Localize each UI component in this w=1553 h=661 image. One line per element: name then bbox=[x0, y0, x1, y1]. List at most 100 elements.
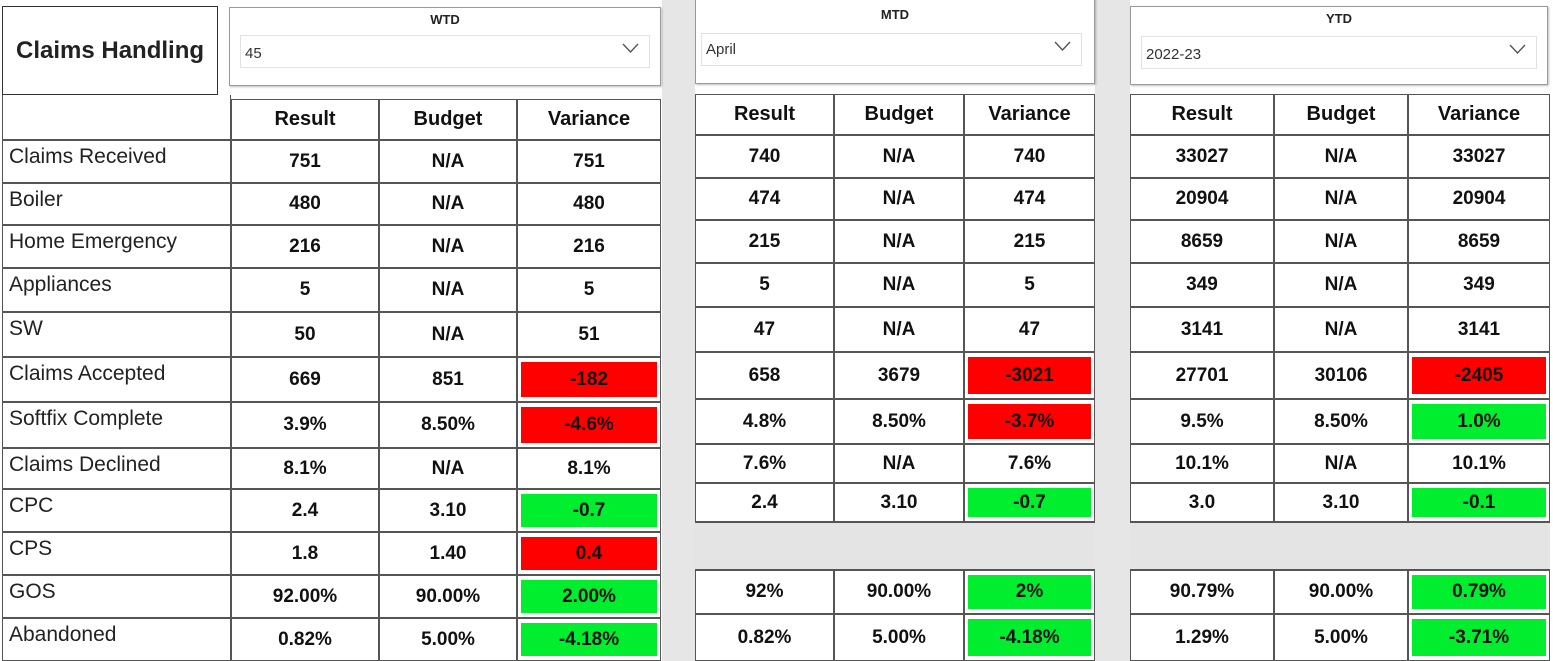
mtd-budget-cell: N/A bbox=[834, 178, 964, 220]
wtd-result-cell: 92.00% bbox=[231, 575, 379, 618]
page-title: Claims Handling bbox=[2, 6, 218, 95]
mtd-variance-cell: 2% bbox=[964, 570, 1095, 614]
ytd-budget-cell: N/A bbox=[1274, 220, 1408, 263]
variance-status-fill: 2% bbox=[968, 575, 1091, 609]
mtd-variance-cell: -0.7 bbox=[964, 483, 1095, 522]
row-label: Appliances bbox=[2, 268, 231, 312]
row-label: Claims Accepted bbox=[2, 357, 231, 402]
variance-status-fill: 2.00% bbox=[521, 580, 657, 613]
wtd-result-cell: 2.4 bbox=[231, 489, 379, 532]
ytd-budget-cell: 8.50% bbox=[1274, 399, 1408, 444]
ytd-budget-cell: N/A bbox=[1274, 178, 1408, 220]
ytd-slicer: YTD 2022-23 bbox=[1130, 6, 1548, 85]
wtd-variance-cell: -4.18% bbox=[517, 618, 661, 661]
wtd-budget-cell: 90.00% bbox=[379, 575, 517, 618]
ytd-result-cell: 9.5% bbox=[1130, 399, 1274, 444]
mtd-variance-cell: -3021 bbox=[964, 352, 1095, 399]
ytd-slicer-label: YTD bbox=[1326, 11, 1352, 26]
variance-status-fill: -4.18% bbox=[968, 619, 1091, 656]
wtd-header-result: Result bbox=[231, 99, 379, 140]
mtd-slicer-label: MTD bbox=[880, 7, 910, 22]
ytd-variance-cell: -3.71% bbox=[1408, 614, 1550, 661]
ytd-budget-cell: N/A bbox=[1274, 444, 1408, 483]
ytd-result-cell: 3141 bbox=[1130, 307, 1274, 352]
wtd-result-cell: 3.9% bbox=[231, 402, 379, 448]
wtd-budget-cell: N/A bbox=[379, 448, 517, 489]
ytd-budget-cell: N/A bbox=[1274, 263, 1408, 307]
mtd-month-dropdown[interactable]: April bbox=[701, 33, 1082, 66]
ytd-variance-cell: 1.0% bbox=[1408, 399, 1550, 444]
wtd-header-variance: Variance bbox=[517, 99, 661, 140]
mtd-blank-row bbox=[695, 522, 1095, 570]
ytd-budget-cell: N/A bbox=[1274, 307, 1408, 352]
mtd-result-cell: 740 bbox=[695, 135, 834, 178]
ytd-year-dropdown[interactable]: 2022-23 bbox=[1141, 36, 1537, 69]
ytd-variance-cell: 20904 bbox=[1408, 178, 1550, 220]
row-label: GOS bbox=[2, 575, 231, 618]
mtd-variance-cell: 215 bbox=[964, 220, 1095, 263]
variance-status-fill: -0.7 bbox=[521, 494, 657, 527]
mtd-selected-value: April bbox=[706, 41, 737, 58]
mtd-variance-cell: 740 bbox=[964, 135, 1095, 178]
wtd-variance-cell: 51 bbox=[517, 312, 661, 357]
variance-status-fill: -4.18% bbox=[521, 623, 657, 656]
wtd-variance-cell: 751 bbox=[517, 140, 661, 183]
row-label: Claims Declined bbox=[2, 448, 231, 489]
mtd-slicer: MTD April bbox=[695, 0, 1095, 84]
variance-status-fill: -2405 bbox=[1412, 357, 1546, 394]
wtd-result-cell: 480 bbox=[231, 183, 379, 225]
mtd-variance-cell: -3.7% bbox=[964, 399, 1095, 444]
wtd-selected-value: 45 bbox=[245, 45, 262, 62]
wtd-variance-cell: 480 bbox=[517, 183, 661, 225]
mtd-result-cell: 474 bbox=[695, 178, 834, 220]
variance-status-fill: -0.7 bbox=[968, 488, 1091, 517]
wtd-result-cell: 8.1% bbox=[231, 448, 379, 489]
wtd-variance-cell: 2.00% bbox=[517, 575, 661, 618]
wtd-variance-cell: -4.6% bbox=[517, 402, 661, 448]
mtd-header-variance: Variance bbox=[964, 94, 1095, 135]
wtd-variance-cell: 216 bbox=[517, 225, 661, 268]
wtd-result-cell: 216 bbox=[231, 225, 379, 268]
mtd-result-cell: 47 bbox=[695, 307, 834, 352]
mtd-result-cell: 5 bbox=[695, 263, 834, 307]
wtd-budget-cell: N/A bbox=[379, 140, 517, 183]
mtd-budget-cell: N/A bbox=[834, 263, 964, 307]
mtd-result-cell: 215 bbox=[695, 220, 834, 263]
mtd-budget-cell: N/A bbox=[834, 135, 964, 178]
chevron-down-icon bbox=[1509, 44, 1526, 55]
wtd-budget-cell: N/A bbox=[379, 312, 517, 357]
wtd-budget-cell: N/A bbox=[379, 183, 517, 225]
mtd-result-cell: 4.8% bbox=[695, 399, 834, 444]
variance-status-fill: -4.6% bbox=[521, 407, 657, 443]
mtd-result-cell: 7.6% bbox=[695, 444, 834, 483]
variance-status-fill: -182 bbox=[521, 362, 657, 397]
ytd-budget-cell: 90.00% bbox=[1274, 570, 1408, 614]
ytd-result-cell: 349 bbox=[1130, 263, 1274, 307]
ytd-result-cell: 27701 bbox=[1130, 352, 1274, 399]
mtd-budget-cell: N/A bbox=[834, 444, 964, 483]
variance-status-fill: 1.0% bbox=[1412, 404, 1546, 439]
ytd-variance-cell: 8659 bbox=[1408, 220, 1550, 263]
mtd-budget-cell: 3.10 bbox=[834, 483, 964, 522]
ytd-result-cell: 20904 bbox=[1130, 178, 1274, 220]
wtd-budget-cell: 3.10 bbox=[379, 489, 517, 532]
wtd-variance-cell: -182 bbox=[517, 357, 661, 402]
mtd-variance-cell: -4.18% bbox=[964, 614, 1095, 661]
wtd-result-cell: 0.82% bbox=[231, 618, 379, 661]
wtd-week-dropdown[interactable]: 45 bbox=[240, 35, 650, 68]
wtd-result-cell: 669 bbox=[231, 357, 379, 402]
ytd-variance-cell: 10.1% bbox=[1408, 444, 1550, 483]
wtd-budget-cell: N/A bbox=[379, 225, 517, 268]
mtd-header-budget: Budget bbox=[834, 94, 964, 135]
variance-status-fill: -3.7% bbox=[968, 404, 1091, 439]
wtd-budget-cell: 1.40 bbox=[379, 532, 517, 575]
wtd-variance-cell: 0.4 bbox=[517, 532, 661, 575]
row-label: Claims Received bbox=[2, 140, 231, 183]
row-label: Home Emergency bbox=[2, 225, 231, 268]
wtd-header-budget: Budget bbox=[379, 99, 517, 140]
mtd-variance-cell: 474 bbox=[964, 178, 1095, 220]
row-label: SW bbox=[2, 312, 231, 357]
mtd-budget-cell: N/A bbox=[834, 307, 964, 352]
wtd-slicer: WTD 45 bbox=[229, 7, 661, 86]
ytd-blank-row bbox=[1130, 522, 1550, 570]
